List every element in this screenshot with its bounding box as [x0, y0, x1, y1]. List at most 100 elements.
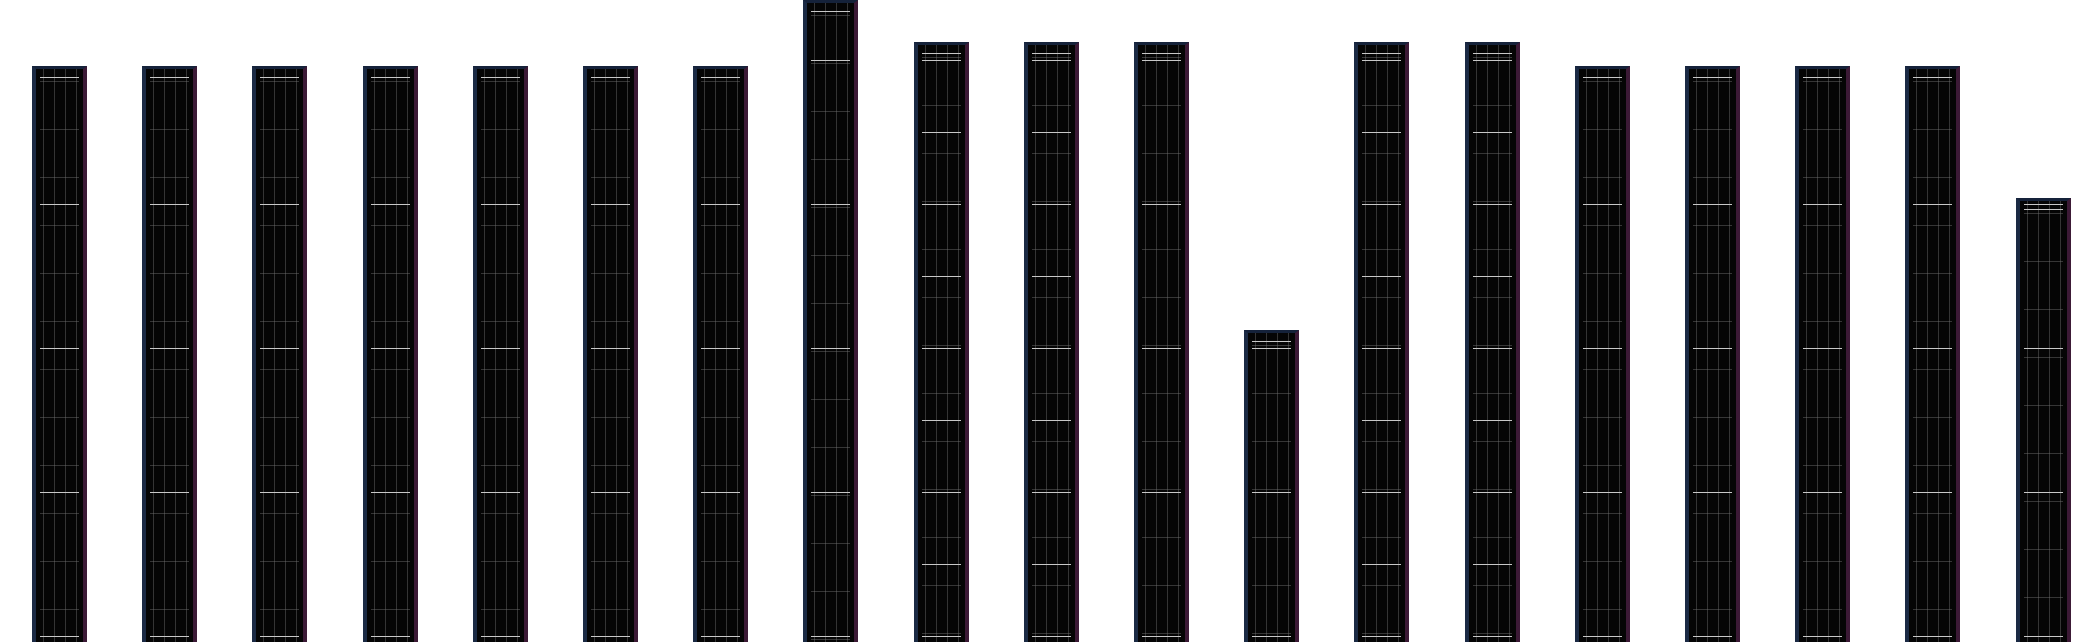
column-tick: [1362, 492, 1401, 493]
column-grid: [1803, 69, 1842, 642]
column-tick: [1362, 348, 1401, 349]
column-tick: [922, 60, 961, 61]
column-tick: [1583, 204, 1622, 205]
column-tick: [1693, 204, 1732, 205]
column-tick: [1473, 60, 1512, 61]
column-tick: [1032, 564, 1071, 565]
column-17: [1795, 66, 1850, 642]
column-tick: [1032, 204, 1071, 205]
column-tick: [1142, 60, 1181, 61]
column-top-tick: [1142, 53, 1181, 54]
column-tick: [2024, 348, 2063, 349]
column-grid: [150, 69, 189, 642]
column-tick: [150, 492, 189, 493]
column-tick: [811, 60, 850, 61]
column-tick: [1252, 636, 1291, 637]
column-grid: [701, 69, 740, 642]
column-tick: [260, 492, 299, 493]
column-top-tick: [481, 77, 520, 78]
column-top-tick: [591, 77, 630, 78]
column-tick: [922, 492, 961, 493]
column-tick: [1473, 636, 1512, 637]
column-top-tick: [1913, 77, 1952, 78]
column-grid: [1913, 69, 1952, 642]
column-tick: [1473, 204, 1512, 205]
column-tick: [701, 204, 740, 205]
column-tick: [922, 420, 961, 421]
column-tick: [1362, 276, 1401, 277]
column-tick: [811, 492, 850, 493]
column-tick: [811, 636, 850, 637]
column-9: [914, 42, 969, 642]
column-tick: [1693, 348, 1732, 349]
column-tick: [481, 492, 520, 493]
column-tick: [591, 492, 630, 493]
column-tick: [1032, 348, 1071, 349]
column-tick: [1032, 420, 1071, 421]
column-tick: [1913, 348, 1952, 349]
column-tick: [1362, 60, 1401, 61]
column-10: [1024, 42, 1079, 642]
column-tick: [371, 492, 410, 493]
column-tick: [811, 204, 850, 205]
column-tick: [150, 636, 189, 637]
column-tick: [591, 348, 630, 349]
column-tick: [1032, 60, 1071, 61]
column-7: [693, 66, 748, 642]
column-12: [1244, 330, 1299, 642]
column-tick: [1032, 636, 1071, 637]
column-tick: [1693, 492, 1732, 493]
column-19: [2016, 198, 2071, 642]
column-grid: [481, 69, 520, 642]
column-tick: [1913, 636, 1952, 637]
column-grid: [922, 45, 961, 642]
column-tick: [1142, 348, 1181, 349]
column-tick: [1362, 132, 1401, 133]
column-14: [1465, 42, 1520, 642]
column-tick: [922, 636, 961, 637]
column-tick: [481, 636, 520, 637]
column-tick: [591, 636, 630, 637]
column-tick: [2024, 636, 2063, 637]
column-grid: [1252, 333, 1291, 642]
column-tick: [1362, 420, 1401, 421]
column-tick: [701, 348, 740, 349]
column-13: [1354, 42, 1409, 642]
column-tick: [1803, 492, 1842, 493]
column-top-tick: [1583, 77, 1622, 78]
column-5: [473, 66, 528, 642]
column-tick: [1142, 636, 1181, 637]
column-tick: [591, 204, 630, 205]
column-tick: [150, 348, 189, 349]
column-top-tick: [40, 77, 79, 78]
column-8: [803, 0, 858, 642]
column-top-tick: [1032, 53, 1071, 54]
column-tick: [1803, 348, 1842, 349]
column-top-tick: [1693, 77, 1732, 78]
column-top-tick: [260, 77, 299, 78]
column-top-tick: [1473, 53, 1512, 54]
column-grid: [1583, 69, 1622, 642]
column-tick: [260, 348, 299, 349]
column-tick: [1473, 420, 1512, 421]
column-4: [363, 66, 418, 642]
column-18: [1905, 66, 1960, 642]
column-tick: [1473, 492, 1512, 493]
column-tick: [1583, 492, 1622, 493]
column-grid: [1142, 45, 1181, 642]
column-grid: [1032, 45, 1071, 642]
column-tick: [2024, 204, 2063, 205]
column-tick: [1913, 204, 1952, 205]
column-tick: [701, 492, 740, 493]
column-grid: [260, 69, 299, 642]
column-tick: [1032, 132, 1071, 133]
column-tick: [1583, 348, 1622, 349]
column-tick: [40, 636, 79, 637]
column-tick: [260, 204, 299, 205]
column-tick: [922, 132, 961, 133]
column-grid: [591, 69, 630, 642]
column-tick: [40, 348, 79, 349]
column-grid: [1693, 69, 1732, 642]
column-6: [583, 66, 638, 642]
column-tick: [922, 204, 961, 205]
